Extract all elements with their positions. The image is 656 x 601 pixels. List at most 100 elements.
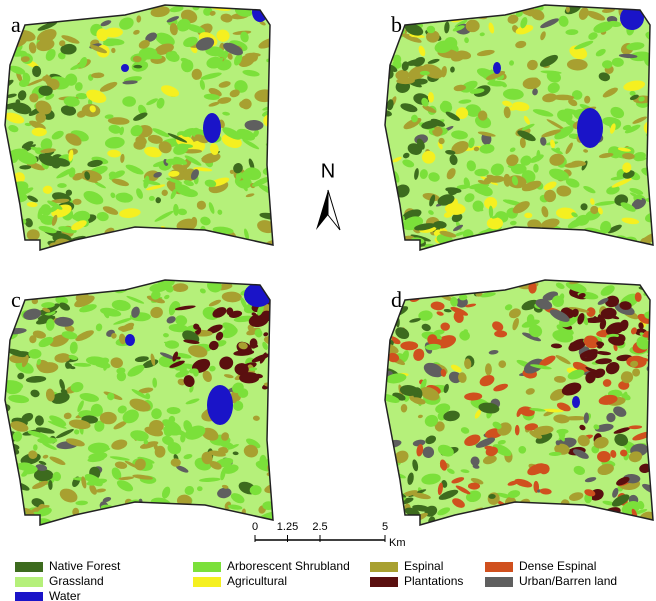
patch [634, 292, 642, 302]
patch [474, 409, 482, 419]
patch [75, 92, 88, 100]
patch [100, 20, 112, 27]
patch [201, 451, 213, 465]
patch [439, 459, 448, 471]
patch [112, 280, 122, 288]
patch [498, 360, 507, 368]
patch [28, 450, 38, 459]
patch [234, 363, 249, 376]
patch [228, 310, 243, 318]
patch [611, 494, 630, 507]
patch [254, 328, 263, 338]
patch [550, 343, 563, 349]
patch [10, 421, 29, 432]
patch [54, 288, 67, 295]
patch [47, 200, 63, 210]
patch [521, 299, 539, 311]
patch [453, 84, 467, 92]
patch [166, 407, 181, 415]
patch [520, 16, 528, 29]
patch [492, 444, 512, 457]
patch [450, 306, 469, 316]
patch [386, 99, 394, 111]
patch [235, 171, 243, 181]
patch [29, 515, 38, 523]
patch [501, 247, 512, 250]
legend-label: Grassland [49, 574, 104, 588]
patch [511, 175, 519, 186]
patch [526, 314, 535, 325]
patch [150, 306, 163, 319]
patch [544, 235, 554, 246]
patch [385, 499, 392, 507]
patch [243, 228, 250, 241]
patch [437, 194, 455, 206]
patch [594, 423, 614, 432]
patch [396, 77, 415, 85]
north-arrow: N [316, 160, 341, 231]
patch [105, 280, 119, 290]
boundary [4, 279, 274, 526]
patch [188, 368, 198, 374]
patch [54, 353, 71, 363]
patch [553, 414, 570, 424]
patch [453, 224, 464, 232]
patch [414, 223, 436, 231]
patch [567, 217, 586, 229]
patch [170, 233, 188, 245]
map-panel: d [384, 279, 654, 526]
patch [183, 454, 193, 460]
patch [593, 21, 614, 33]
patch [512, 317, 519, 331]
patch [572, 361, 591, 375]
patch [421, 473, 441, 485]
patch [249, 52, 258, 62]
patch [72, 520, 88, 525]
patch [108, 171, 117, 179]
patch [564, 161, 584, 168]
scale-unit: Km [389, 537, 406, 549]
patch [143, 439, 149, 445]
patch [12, 431, 23, 442]
patch [68, 419, 91, 430]
patch [509, 60, 515, 66]
patch [73, 362, 92, 367]
patch [69, 341, 78, 354]
patch [5, 204, 17, 211]
patch [23, 308, 42, 321]
patch [233, 349, 255, 356]
patch [442, 448, 452, 455]
patch [239, 372, 260, 384]
legend-label: Dense Espinal [519, 559, 596, 573]
patch [217, 97, 232, 104]
patch [638, 247, 653, 250]
patch [209, 143, 219, 156]
patch [549, 153, 565, 166]
patch [249, 338, 258, 349]
patch [95, 488, 107, 493]
patch [438, 10, 451, 15]
patch [619, 301, 632, 310]
lake [121, 64, 129, 72]
patch [126, 295, 145, 304]
patch [642, 280, 650, 287]
patch [191, 68, 202, 80]
patch [240, 131, 250, 140]
patch [133, 64, 143, 69]
patch [450, 66, 455, 73]
patch [533, 163, 539, 173]
patch [115, 192, 133, 203]
patch [42, 307, 51, 313]
patch [263, 332, 269, 337]
patch [262, 341, 268, 350]
patch [35, 100, 52, 115]
patch [509, 147, 516, 153]
patch [83, 191, 104, 205]
patch [195, 37, 215, 51]
patch [411, 114, 418, 123]
patch [520, 509, 526, 521]
patch [268, 406, 273, 415]
patch [404, 23, 424, 36]
patch [9, 495, 21, 501]
